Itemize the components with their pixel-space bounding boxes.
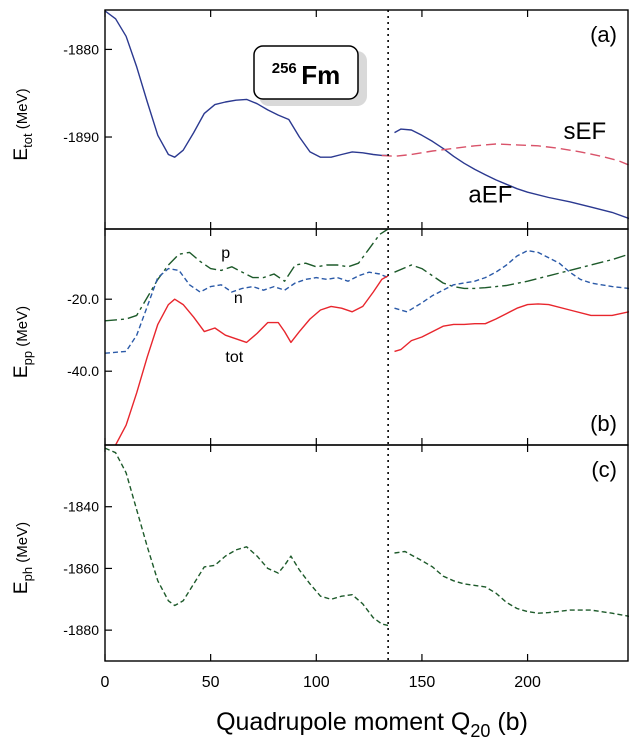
x-axis-label: Quadrupole moment Q20 (b) [216, 708, 528, 740]
panel-1: -1880 -1890 sEF aEF (a) Etot (MeV) [11, 9, 629, 230]
x-tick-label: 50 [202, 674, 220, 691]
y-axis-label-unit: (MeV) [14, 522, 31, 567]
y-axis-label-sub: tot [20, 133, 35, 148]
annotation-label: tot [225, 349, 243, 366]
y-tick-label: -1880 [63, 622, 99, 638]
element-symbol: Fm [301, 60, 340, 90]
y-axis-label: Epp (MeV) [11, 306, 35, 378]
y-axis-label: Eph (MeV) [11, 522, 35, 594]
y-axis-label-sub: pp [20, 351, 35, 365]
mass-number: 256 [272, 60, 297, 77]
x-axis-label-sub: 20 [470, 721, 490, 740]
annotation-label: n [234, 290, 243, 307]
y-tick-label: -40.0 [67, 363, 99, 379]
y-tick-label: -1860 [63, 560, 99, 576]
x-tick-label: 150 [409, 674, 436, 691]
y-axis-label-main: E [11, 365, 32, 378]
y-axis-label-unit: (MeV) [14, 306, 31, 351]
nucleus-label: 256 Fm [272, 60, 340, 90]
x-tick-label: 100 [303, 674, 330, 691]
series-line [105, 447, 389, 627]
panel-3: -1840 -1860 -1880 (c) Eph (MeV) [11, 444, 629, 662]
x-tick-label: 0 [101, 674, 110, 691]
series-line [394, 550, 629, 617]
series-line [394, 249, 629, 313]
series-line [105, 10, 389, 158]
panels: -1880 -1890 sEF aEF (a) Etot (MeV) -20.0 -40.0 p… [11, 9, 629, 691]
panel-2: -20.0 -40.0 p n tot (b) Epp (MeV) [11, 228, 629, 446]
panel-letter: (c) [591, 457, 617, 482]
annotation-label: sEF [564, 118, 607, 145]
series-line [381, 143, 629, 166]
series-line [114, 275, 389, 445]
y-axis-label-main: E [11, 581, 32, 594]
y-tick-label: -1840 [63, 499, 99, 515]
panel-frame [104, 444, 629, 662]
y-axis-label: Etot (MeV) [11, 88, 35, 160]
y-tick-label: -20.0 [67, 291, 99, 307]
annotation-label: p [221, 245, 230, 262]
panel-letter: (b) [590, 411, 617, 436]
series-line [394, 128, 629, 220]
series-line [394, 253, 629, 290]
y-axis-label-unit: (MeV) [14, 88, 31, 133]
label-box-frame [253, 45, 359, 100]
panel-letter: (a) [590, 22, 617, 47]
y-axis-label-main: E [11, 148, 32, 161]
y-tick-label: -1890 [63, 129, 99, 145]
series-line [394, 303, 629, 353]
series-line [105, 229, 389, 322]
nucleus-label-box: 256 Fm [253, 45, 367, 106]
y-tick-label: -1880 [63, 41, 99, 57]
x-axis-label-main: Quadrupole moment Q [216, 708, 470, 736]
annotation-label: aEF [468, 182, 512, 209]
panel-frame [104, 9, 629, 230]
x-axis-label-unit: (b) [490, 708, 528, 736]
series-line [105, 267, 389, 354]
x-tick-label: 200 [514, 674, 541, 691]
y-axis-label-sub: ph [20, 567, 35, 581]
panel-frame [104, 228, 629, 446]
